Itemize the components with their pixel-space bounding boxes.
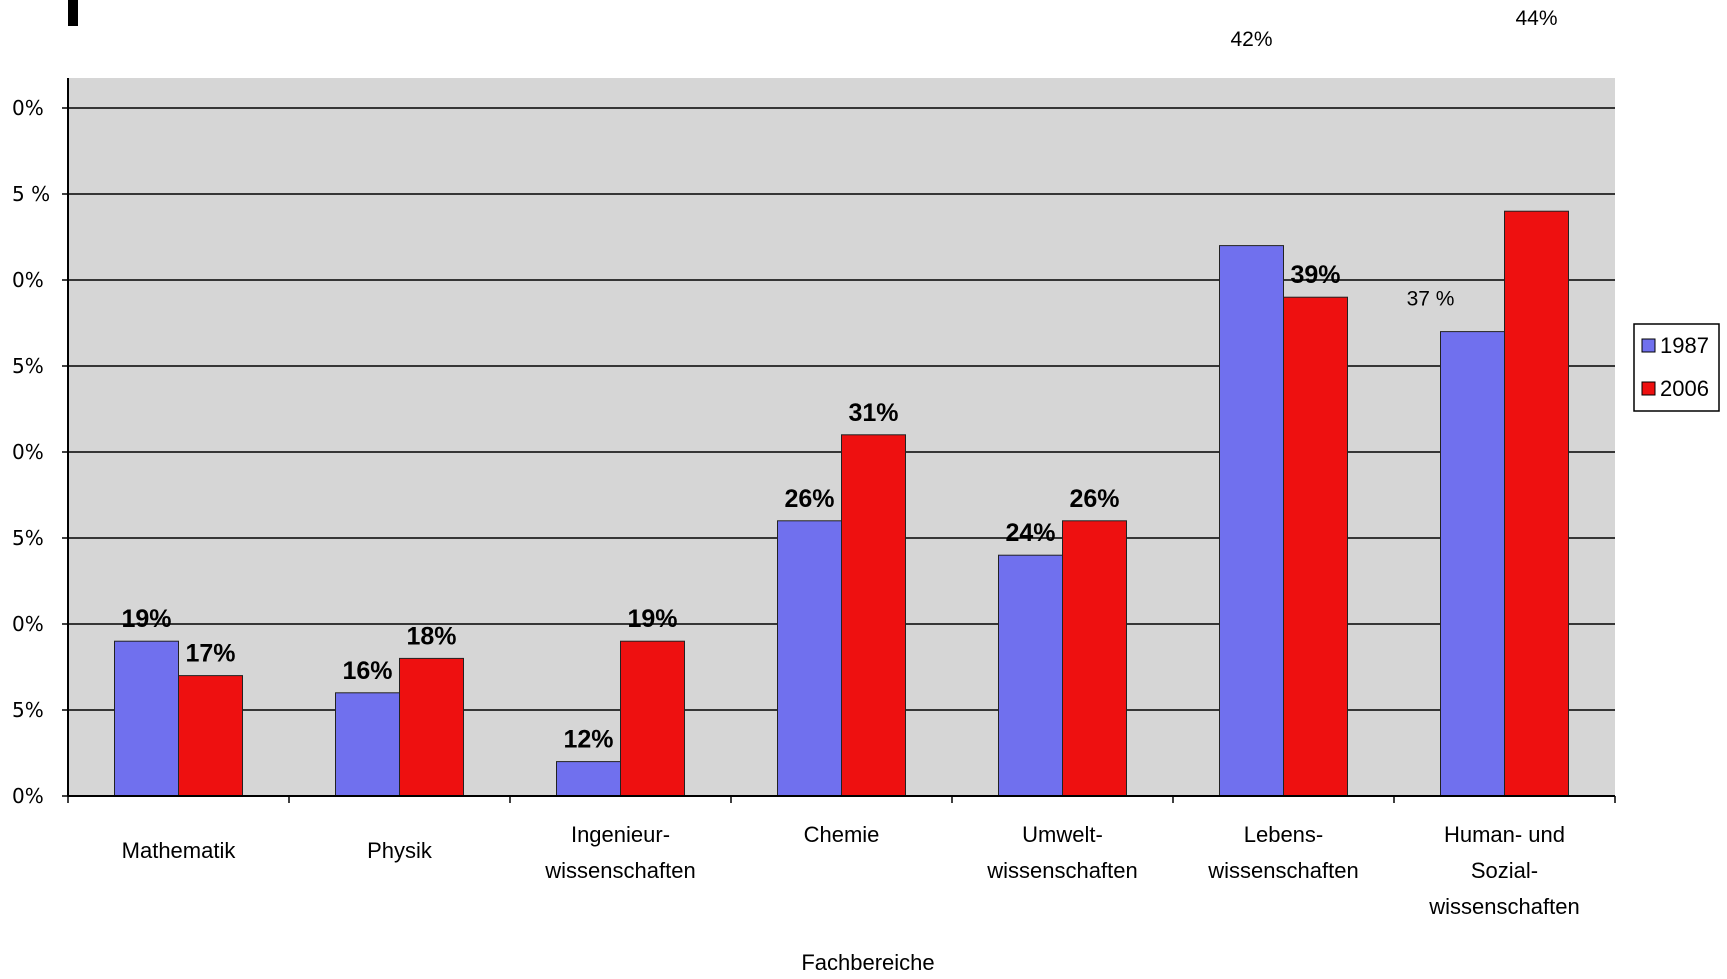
legend-label-2006: 2006 [1660,376,1709,401]
value-label-2006-5: 39% [1290,261,1340,289]
value-label-2006-6: 44% [1515,7,1557,30]
corner-marker [68,0,78,26]
value-label-2006-0: 17% [185,640,235,668]
y-tick-label: 0% [12,784,44,808]
y-tick-label: 5% [12,698,44,722]
y-tick-label: 0% [12,440,44,464]
bar-1987-4 [998,554,1063,797]
bar-1987-6 [1440,331,1505,797]
bar-2006-2 [620,640,685,797]
category-label-6-2: wissenschaften [1428,894,1579,919]
category-label-4-0: Umwelt- [1022,822,1103,847]
x-axis-title: Fachbereiche [801,950,934,975]
bar-2006-5 [1283,296,1348,797]
value-label-1987-2: 12% [563,726,613,754]
legend: 1987 2006 [1633,323,1720,412]
value-label-2006-3: 31% [848,399,898,427]
bar-2006-6 [1504,210,1569,797]
bar-2006-4 [1062,520,1127,797]
bar-1987-5 [1219,245,1284,797]
x-axis [67,796,1616,803]
value-label-2006-2: 19% [627,605,677,633]
value-label-1987-4: 24% [1005,519,1055,547]
bar-1987-3 [777,520,842,797]
category-label-4-1: wissenschaften [986,858,1137,883]
y-tick-label: 5% [12,526,44,550]
category-label-2-1: wissenschaften [544,858,695,883]
category-label-0-0: Mathematik [122,838,237,863]
category-label-6-1: Sozial- [1471,858,1538,883]
category-label-1-0: Physik [367,838,433,863]
y-tick-label: 0% [12,268,44,292]
bar-2006-3 [841,434,906,797]
value-label-2006-4: 26% [1069,485,1119,513]
y-tick-label: 5% [12,354,44,378]
category-label-3-0: Chemie [804,822,880,847]
bar-1987-1 [335,692,400,797]
value-label-1987-6: 37 % [1407,288,1455,311]
value-label-1987-3: 26% [784,485,834,513]
category-label-5-1: wissenschaften [1207,858,1358,883]
category-label-6-0: Human- und [1444,822,1565,847]
bar-2006-0 [178,675,243,797]
bars [114,210,1569,797]
bar-1987-0 [114,640,179,797]
value-labels: 19% 16% 12% 26% 24% 42% 37 % 17% 18% 19% 31% 26% 39%… [121,7,1557,754]
value-label-2006-1: 18% [406,622,456,650]
value-label-1987-1: 16% [342,657,392,685]
category-label-2-0: Ingenieur- [571,822,670,847]
legend-swatch-2006 [1641,381,1656,396]
bar-2006-1 [399,657,464,797]
value-label-1987-5: 42% [1230,28,1272,51]
legend-swatch-1987 [1641,338,1656,353]
y-tick-label: 5 % [12,182,50,206]
y-tick-label: 0% [12,96,44,120]
value-label-1987-0: 19% [121,605,171,633]
legend-label-1987: 1987 [1660,333,1709,358]
y-tick-label: 0% [12,612,44,636]
category-label-5-0: Lebens- [1244,822,1324,847]
bar-1987-2 [556,761,621,797]
category-labels: Mathematik Physik Ingenieur-wissenschaften… [122,822,1580,919]
